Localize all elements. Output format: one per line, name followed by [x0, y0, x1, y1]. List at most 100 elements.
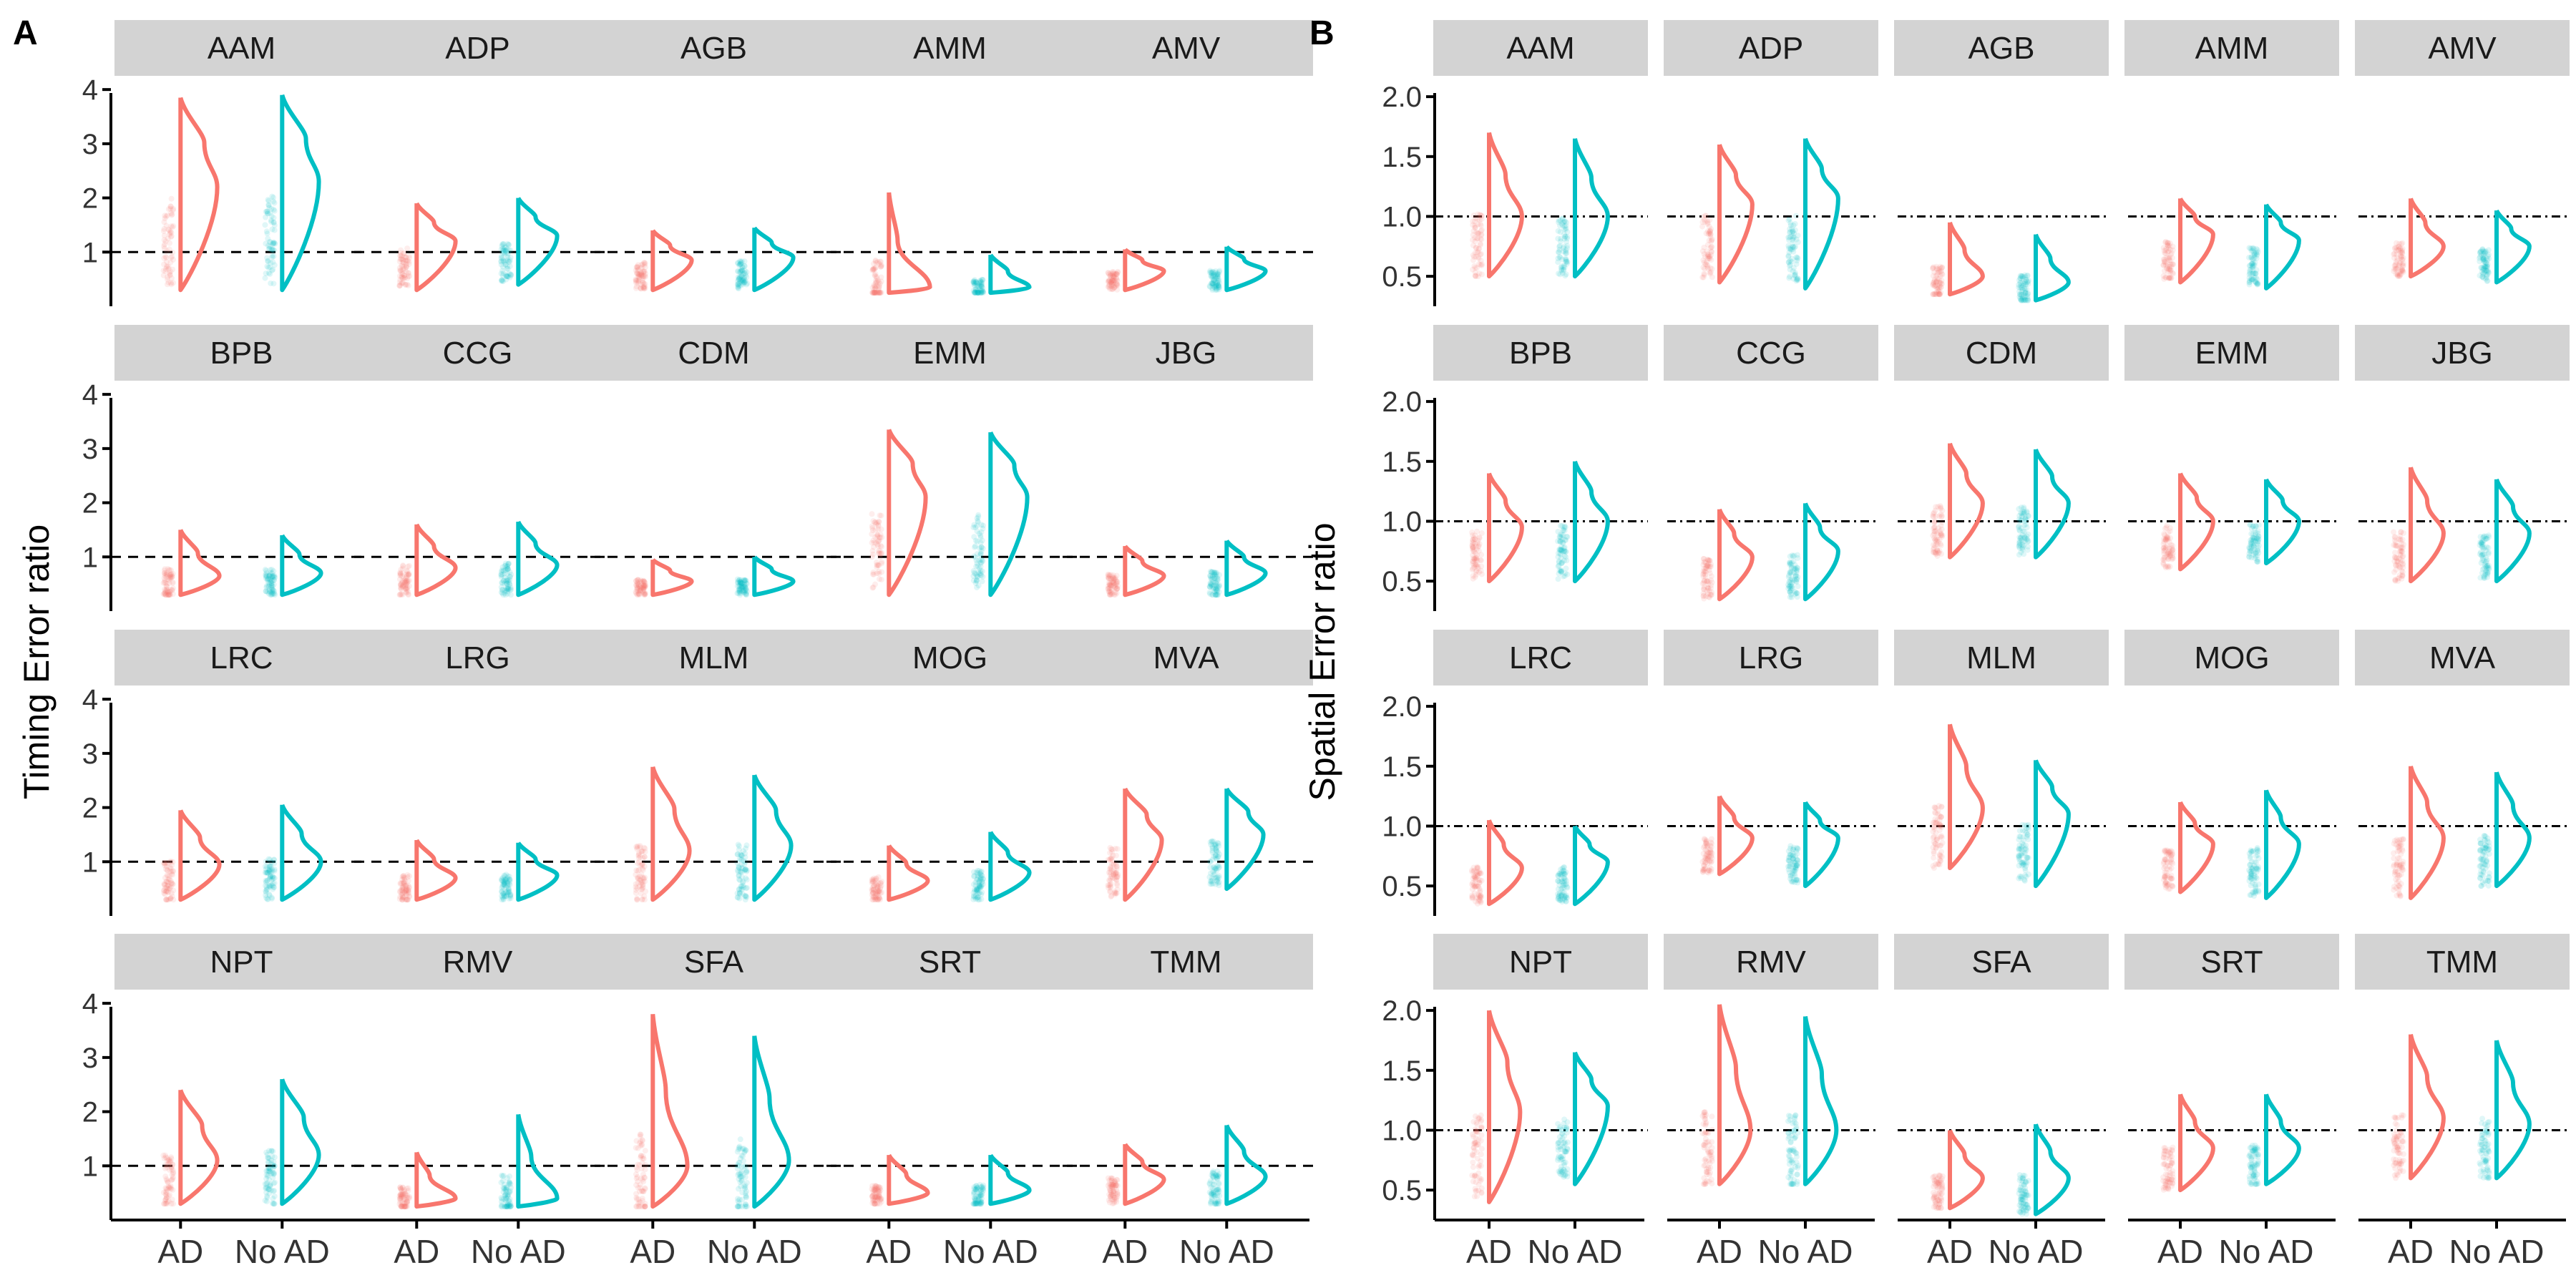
y-tick-label: 4: [82, 988, 98, 1020]
data-point: [265, 583, 271, 590]
data-point: [1559, 270, 1566, 276]
data-point: [1216, 1189, 1222, 1195]
data-point: [875, 562, 882, 568]
data-point: [978, 283, 985, 290]
data-point: [635, 582, 641, 588]
data-point: [872, 581, 879, 587]
data-point: [397, 283, 404, 289]
data-point: [2396, 563, 2402, 570]
data-point: [636, 582, 643, 588]
data-point: [633, 578, 639, 585]
data-point: [1216, 280, 1222, 286]
data-point: [1212, 1201, 1219, 1207]
data-point: [638, 272, 645, 278]
data-point: [740, 281, 746, 288]
data-point: [642, 849, 648, 855]
data-point: [1216, 278, 1222, 284]
data-point: [503, 585, 509, 592]
data-point: [736, 273, 743, 280]
data-point: [1931, 850, 1937, 857]
data-point: [265, 197, 271, 203]
data-point: [635, 582, 642, 589]
data-point: [877, 280, 883, 287]
data-point: [980, 290, 987, 296]
data-point: [973, 279, 980, 286]
data-point: [1788, 575, 1795, 582]
data-point: [2021, 822, 2028, 829]
data-point: [879, 544, 885, 550]
data-point: [970, 577, 977, 584]
data-point: [502, 261, 509, 268]
data-point: [169, 574, 175, 580]
data-point: [638, 285, 644, 291]
data-point: [269, 247, 275, 253]
data-point: [170, 207, 176, 213]
data-point: [639, 278, 645, 284]
data-point: [870, 290, 877, 296]
data-point: [640, 577, 647, 584]
data-point: [1562, 233, 1568, 240]
violin-outline: [752, 555, 796, 597]
data-point: [504, 246, 510, 253]
data-point: [970, 567, 977, 574]
data-point: [1931, 519, 1938, 525]
data-point: [640, 284, 647, 291]
y-tick-label: 1: [82, 237, 98, 268]
data-point: [1105, 585, 1111, 592]
data-point: [168, 212, 175, 218]
data-point: [738, 580, 745, 587]
data-point: [1785, 864, 1792, 870]
data-point: [2397, 537, 2404, 544]
data-point: [504, 578, 511, 585]
data-point: [503, 247, 509, 253]
data-point: [163, 888, 170, 894]
data-point: [1206, 590, 1213, 596]
data-point: [165, 590, 171, 596]
data-point: [1208, 270, 1214, 276]
data-point: [162, 253, 169, 260]
data-point: [162, 213, 168, 219]
data-point: [404, 587, 410, 593]
data-point: [633, 589, 639, 595]
data-point: [978, 556, 985, 562]
data-point: [743, 591, 750, 597]
data-point: [738, 874, 745, 880]
data-point: [169, 211, 175, 218]
data-point: [1211, 283, 1217, 290]
data-point: [738, 583, 745, 590]
violin-no-ad: [498, 197, 560, 287]
data-point: [980, 287, 986, 293]
data-point: [504, 563, 510, 570]
data-point: [405, 578, 411, 585]
data-point: [1111, 577, 1117, 584]
data-point: [739, 263, 746, 270]
data-point: [1212, 273, 1219, 280]
data-point: [264, 208, 270, 215]
data-point: [1558, 567, 1564, 574]
data-point: [740, 276, 746, 283]
data-point: [638, 583, 644, 590]
data-point: [272, 240, 278, 247]
data-point: [869, 554, 875, 560]
data-point: [2166, 275, 2172, 281]
data-point: [742, 1190, 748, 1196]
data-point: [980, 288, 986, 295]
data-point: [499, 564, 506, 570]
data-point: [507, 247, 514, 253]
data-point: [262, 275, 268, 281]
data-point: [164, 583, 170, 590]
data-point: [263, 567, 270, 574]
data-point: [734, 278, 741, 284]
data-point: [265, 590, 272, 597]
data-point: [738, 852, 745, 859]
data-point: [1556, 246, 1563, 253]
data-point: [1106, 575, 1112, 582]
data-point: [876, 260, 882, 267]
data-point: [167, 567, 173, 573]
data-point: [161, 243, 167, 250]
data-point: [872, 527, 879, 533]
data-point: [396, 282, 403, 288]
data-point: [975, 517, 981, 524]
data-point: [743, 845, 749, 852]
